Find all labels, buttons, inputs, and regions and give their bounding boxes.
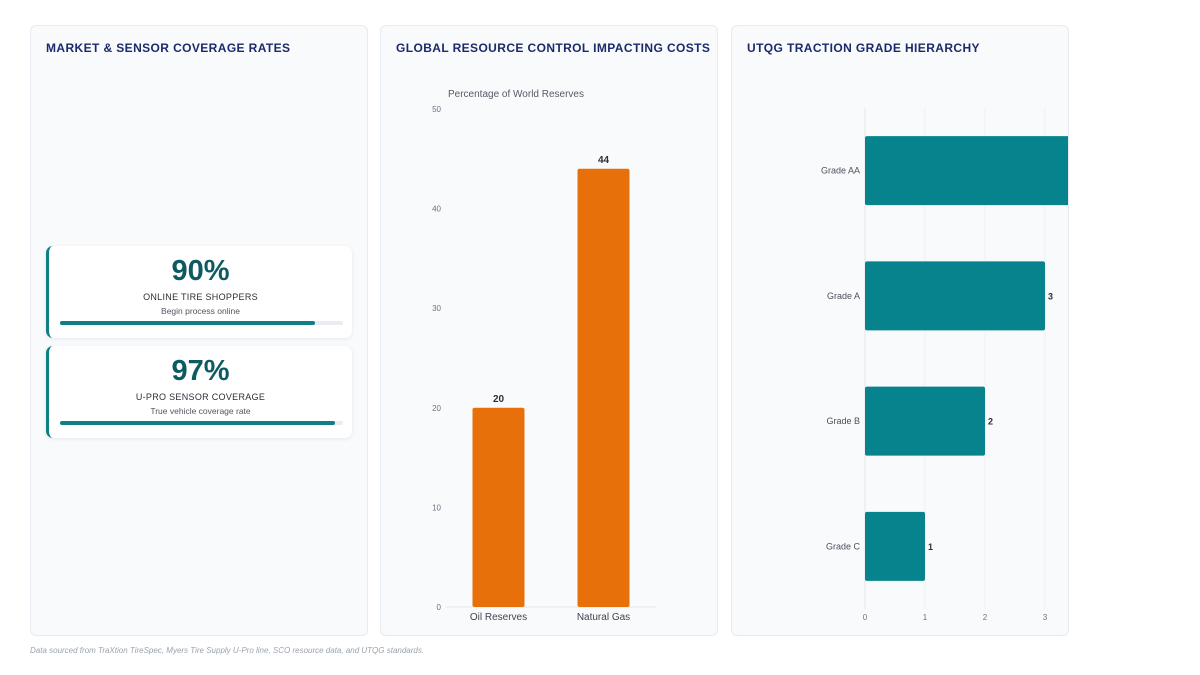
x-tick-label: 1 <box>923 613 928 622</box>
x-tick-label: 3 <box>1043 613 1048 622</box>
x-tick-label: Natural Gas <box>577 612 630 623</box>
bar-value-label: 20 <box>493 394 505 405</box>
y-axis-title: Percentage of World Reserves <box>448 89 584 100</box>
y-tick-label: 20 <box>432 404 441 413</box>
stat-progress-fill <box>60 421 335 425</box>
coverage-panel: MARKET & SENSOR COVERAGE RATES 90% ONLIN… <box>30 25 368 636</box>
bar-value-label: 1 <box>928 542 933 552</box>
resource-panel: GLOBAL RESOURCE CONTROL IMPACTING COSTS … <box>380 25 718 636</box>
stat-progress-track <box>60 321 343 325</box>
resource-bar-chart: Percentage of World Reserves 0 10 20 30 40 50 2… <box>432 89 656 623</box>
bar <box>865 386 985 456</box>
bar <box>865 261 1045 331</box>
y-tick-label: Grade B <box>826 416 860 426</box>
bar-value-label: 44 <box>598 155 610 166</box>
y-tick-label: 0 <box>437 603 442 612</box>
y-tick-label: 40 <box>432 205 441 214</box>
bar <box>472 407 525 607</box>
y-tick-label: Grade A <box>827 291 860 301</box>
bar <box>577 168 630 607</box>
coverage-panel-title: MARKET & SENSOR COVERAGE RATES <box>46 41 291 55</box>
y-tick-label: Grade AA <box>821 166 860 176</box>
x-tick-label: 0 <box>863 613 868 622</box>
bar <box>865 136 1068 206</box>
stat-card-sensor-coverage: 97% U-PRO SENSOR COVERAGE True vehicle c… <box>46 346 352 438</box>
resource-panel-title: GLOBAL RESOURCE CONTROL IMPACTING COSTS <box>396 41 711 55</box>
stat-progress-track <box>60 421 343 425</box>
stat-label: ONLINE TIRE SHOPPERS <box>143 292 258 302</box>
stat-value: 90% <box>171 255 230 287</box>
y-tick-label: Grade C <box>826 541 861 551</box>
stat-value: 97% <box>171 355 230 387</box>
bar <box>865 511 925 581</box>
stat-progress-fill <box>60 321 315 325</box>
stat-sublabel: True vehicle coverage rate <box>150 406 251 416</box>
bar-value-label: 3 <box>1048 291 1053 301</box>
stat-card-online-shoppers: 90% ONLINE TIRE SHOPPERS Begin process o… <box>46 246 352 338</box>
stat-label: U-PRO SENSOR COVERAGE <box>135 392 266 402</box>
y-tick-label: 30 <box>432 304 441 313</box>
utqg-panel-title: UTQG TRACTION GRADE HIERARCHY <box>747 41 980 55</box>
y-tick-label: 50 <box>432 105 441 114</box>
y-tick-label: 10 <box>432 503 441 512</box>
stat-sublabel: Begin process online <box>161 306 240 316</box>
source-footnote: Data sourced from TraXtion TireSpec, Mye… <box>30 646 425 655</box>
bar-value-label: 2 <box>988 417 993 427</box>
x-tick-label: 2 <box>983 613 988 622</box>
x-tick-label: Oil Reserves <box>470 612 527 623</box>
utqg-panel: UTQG TRACTION GRADE HIERARCHY 012344Grad… <box>731 25 1069 636</box>
